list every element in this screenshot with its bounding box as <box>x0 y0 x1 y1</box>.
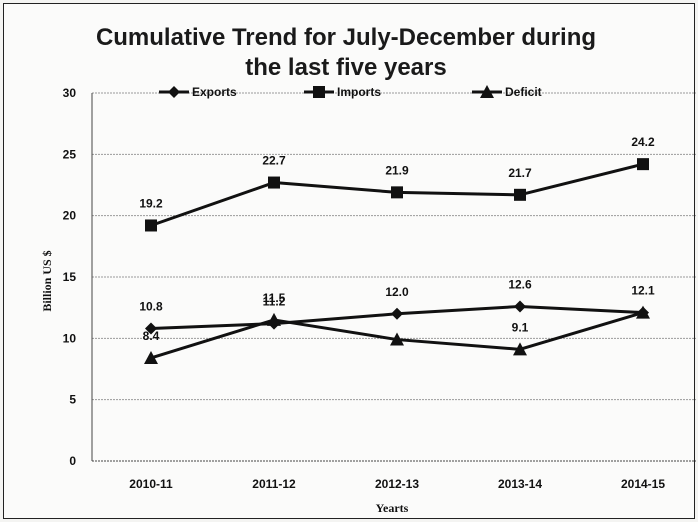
data-point <box>267 312 281 326</box>
x-tick-label: 2012-13 <box>375 477 419 491</box>
data-point <box>514 300 526 313</box>
axes: 0 5 10 15 20 25 30 2010-11 2011-12 2012-13 2013-14… <box>63 86 696 491</box>
data-label: 12.0 <box>385 285 409 299</box>
data-point <box>145 219 157 232</box>
legend-entry-exports: Exports <box>159 85 237 99</box>
line-chart: Cumulative Trend for July-December durin… <box>40 24 696 515</box>
series-imports: 19.2 22.7 21.9 21.7 24.2 <box>139 135 655 232</box>
data-point <box>636 305 650 319</box>
y-tick-label: 30 <box>63 86 77 100</box>
data-label: 22.7 <box>262 154 286 168</box>
x-tick-label: 2010-11 <box>129 477 173 491</box>
y-tick-label: 5 <box>69 393 76 407</box>
y-tick-label: 15 <box>63 270 77 284</box>
data-point <box>268 176 280 189</box>
data-point <box>145 322 157 335</box>
legend-marker <box>313 86 325 98</box>
data-label: 19.2 <box>139 196 163 210</box>
data-label: 12.1 <box>631 284 655 298</box>
data-point <box>391 186 403 199</box>
y-tick-label: 25 <box>63 147 77 161</box>
legend: Exports Imports Deficit <box>159 85 542 99</box>
series-exports: 10.8 11.2 12.0 12.6 12.1 <box>139 277 655 335</box>
series-layer: 10.8 11.2 12.0 12.6 12.1 19.2 22.7 21.9 21.7 24.2… <box>139 135 655 364</box>
gridlines <box>92 92 696 401</box>
data-label: 24.2 <box>631 135 655 149</box>
data-label: 11.5 <box>263 291 286 305</box>
data-point <box>390 332 404 346</box>
series-deficit: 8.4 11.5 9.1 <box>143 291 650 364</box>
x-tick-label: 2014-15 <box>621 477 665 491</box>
y-tick-label: 20 <box>63 209 77 223</box>
data-point <box>513 342 527 356</box>
data-label: 10.8 <box>139 300 163 314</box>
data-label: 11.2 <box>263 295 286 309</box>
chart-title-line-1: Cumulative Trend for July-December durin… <box>96 24 596 51</box>
y-tick-label: 10 <box>63 331 77 345</box>
y-tick-label: 0 <box>69 454 76 468</box>
data-point <box>514 188 526 201</box>
data-label: 21.9 <box>385 163 409 177</box>
legend-label: Imports <box>337 85 381 99</box>
data-point <box>144 350 158 364</box>
legend-marker <box>480 85 494 98</box>
chart-title-line-2: the last five years <box>245 54 446 81</box>
chart-frame: Cumulative Trend for July-December durin… <box>3 3 696 519</box>
y-axis-label: Billion US $ <box>40 250 54 311</box>
data-label: 21.7 <box>508 166 532 180</box>
legend-label: Exports <box>192 85 237 99</box>
x-axis-label: Yearts <box>376 501 409 515</box>
data-point <box>637 158 649 171</box>
data-label: 12.6 <box>508 277 532 291</box>
legend-entry-deficit: Deficit <box>472 85 542 99</box>
legend-marker <box>168 86 180 98</box>
x-tick-label: 2011-12 <box>252 477 296 491</box>
x-tick-label: 2013-14 <box>498 477 542 491</box>
data-label: 9.1 <box>512 320 529 334</box>
data-label: 8.4 <box>143 329 160 343</box>
legend-label: Deficit <box>505 85 542 99</box>
data-point <box>391 307 403 320</box>
legend-entry-imports: Imports <box>304 85 381 99</box>
